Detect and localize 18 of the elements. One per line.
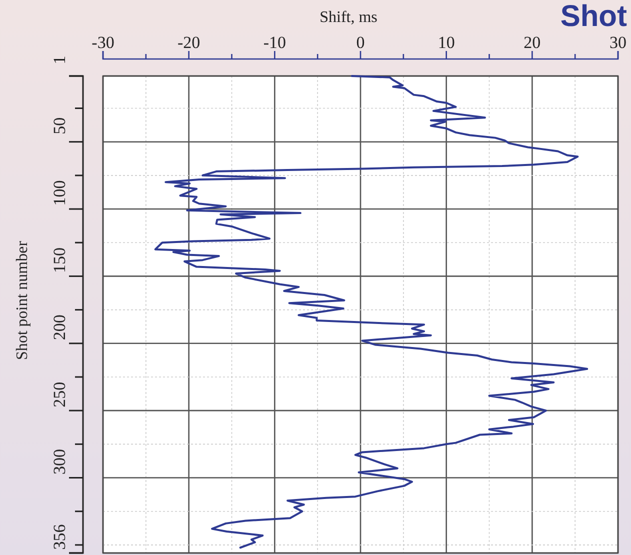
y-tick-label: 356 bbox=[50, 524, 69, 550]
x-tick-label: -10 bbox=[263, 33, 286, 52]
x-tick-label: 0 bbox=[356, 33, 365, 52]
y-tick-label: 300 bbox=[50, 449, 69, 475]
y-tick-label: 1 bbox=[50, 56, 69, 64]
x-tick-label: -30 bbox=[92, 33, 114, 52]
y-tick-label: 200 bbox=[50, 314, 69, 340]
y-tick-label: 100 bbox=[50, 180, 69, 206]
y-axis-title: Shot point number bbox=[14, 240, 31, 360]
y-tick-label: 50 bbox=[50, 117, 69, 134]
x-tick-label: 30 bbox=[610, 33, 626, 52]
x-tick-label: 20 bbox=[524, 33, 541, 52]
x-tick-label: 10 bbox=[438, 33, 455, 52]
chart-title: Shot bbox=[560, 0, 628, 33]
x-axis-title: Shift, ms bbox=[320, 9, 378, 26]
y-tick-label: 150 bbox=[50, 247, 69, 273]
y-tick-label: 250 bbox=[50, 382, 69, 408]
x-tick-label: -20 bbox=[177, 33, 200, 52]
